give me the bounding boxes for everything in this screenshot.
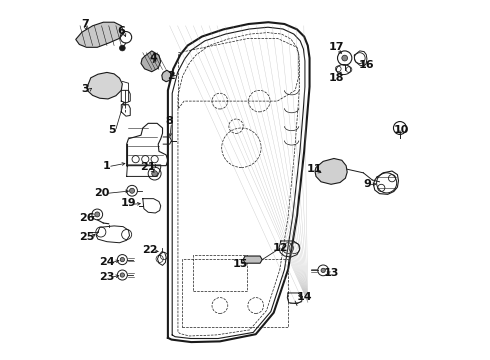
Text: 20: 20 (94, 188, 109, 198)
Circle shape (120, 257, 124, 262)
Text: 21: 21 (141, 162, 156, 172)
Text: 22: 22 (142, 245, 158, 255)
Text: 9: 9 (363, 179, 371, 189)
Bar (193, 255, 247, 291)
Circle shape (342, 55, 347, 61)
Text: 4: 4 (149, 53, 157, 63)
Text: 5: 5 (108, 125, 116, 135)
Text: 10: 10 (393, 125, 409, 135)
Polygon shape (141, 51, 161, 72)
Polygon shape (87, 72, 122, 99)
Circle shape (120, 45, 125, 51)
Bar (182, 259, 288, 327)
Text: 26: 26 (79, 213, 95, 222)
Circle shape (129, 188, 135, 193)
Text: 1: 1 (103, 161, 111, 171)
Text: 16: 16 (359, 60, 375, 70)
Circle shape (95, 212, 100, 217)
Polygon shape (315, 158, 347, 184)
Text: 19: 19 (121, 198, 136, 208)
Circle shape (321, 268, 325, 273)
Text: 6: 6 (117, 26, 125, 36)
Polygon shape (76, 22, 124, 47)
Text: 2: 2 (168, 71, 175, 81)
Text: 18: 18 (329, 73, 344, 83)
Text: 15: 15 (233, 259, 248, 269)
Text: 13: 13 (323, 268, 339, 278)
Polygon shape (162, 70, 171, 82)
Text: 11: 11 (307, 164, 323, 174)
Text: 8: 8 (166, 116, 173, 126)
Text: 14: 14 (296, 292, 312, 302)
Text: 23: 23 (99, 272, 115, 282)
Circle shape (152, 171, 157, 176)
Text: 25: 25 (79, 232, 94, 242)
Text: 12: 12 (273, 243, 289, 253)
Polygon shape (243, 256, 262, 263)
Text: 7: 7 (81, 19, 89, 29)
Circle shape (120, 273, 124, 277)
Text: 17: 17 (329, 42, 344, 52)
Text: 24: 24 (99, 257, 115, 267)
Text: 3: 3 (82, 84, 89, 94)
